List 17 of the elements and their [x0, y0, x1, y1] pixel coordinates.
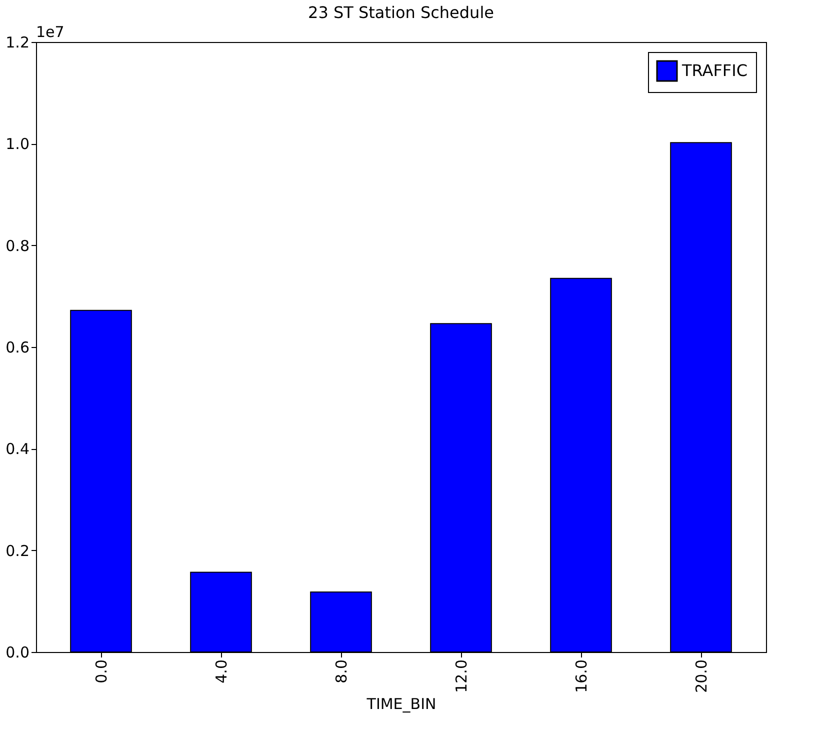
chart-title: 23 ST Station Schedule [308, 3, 494, 22]
y-tick-label: 0.6 [6, 338, 30, 356]
x-tick-label: 8.0 [332, 660, 350, 684]
text: 1e7 [36, 23, 64, 41]
y-tick-label: 1.2 [6, 34, 30, 52]
x-tick-label: 20.0 [692, 660, 710, 693]
legend-label: TRAFFIC [681, 61, 748, 80]
x-tick-label: 12.0 [452, 660, 470, 693]
y-tick-label: 0.0 [6, 644, 30, 662]
x-axis-title: TIME_BIN [366, 694, 436, 713]
x-tick-label: 0.0 [92, 660, 110, 684]
y-tick-label: 0.4 [6, 440, 30, 458]
y-tick-label: 1.0 [6, 135, 30, 154]
y-tick-label: 0.2 [6, 542, 30, 560]
y-tick-label: 0.8 [6, 236, 30, 255]
x-tick-label: 16.0 [572, 660, 590, 693]
x-tick-label: 4.0 [212, 660, 230, 684]
